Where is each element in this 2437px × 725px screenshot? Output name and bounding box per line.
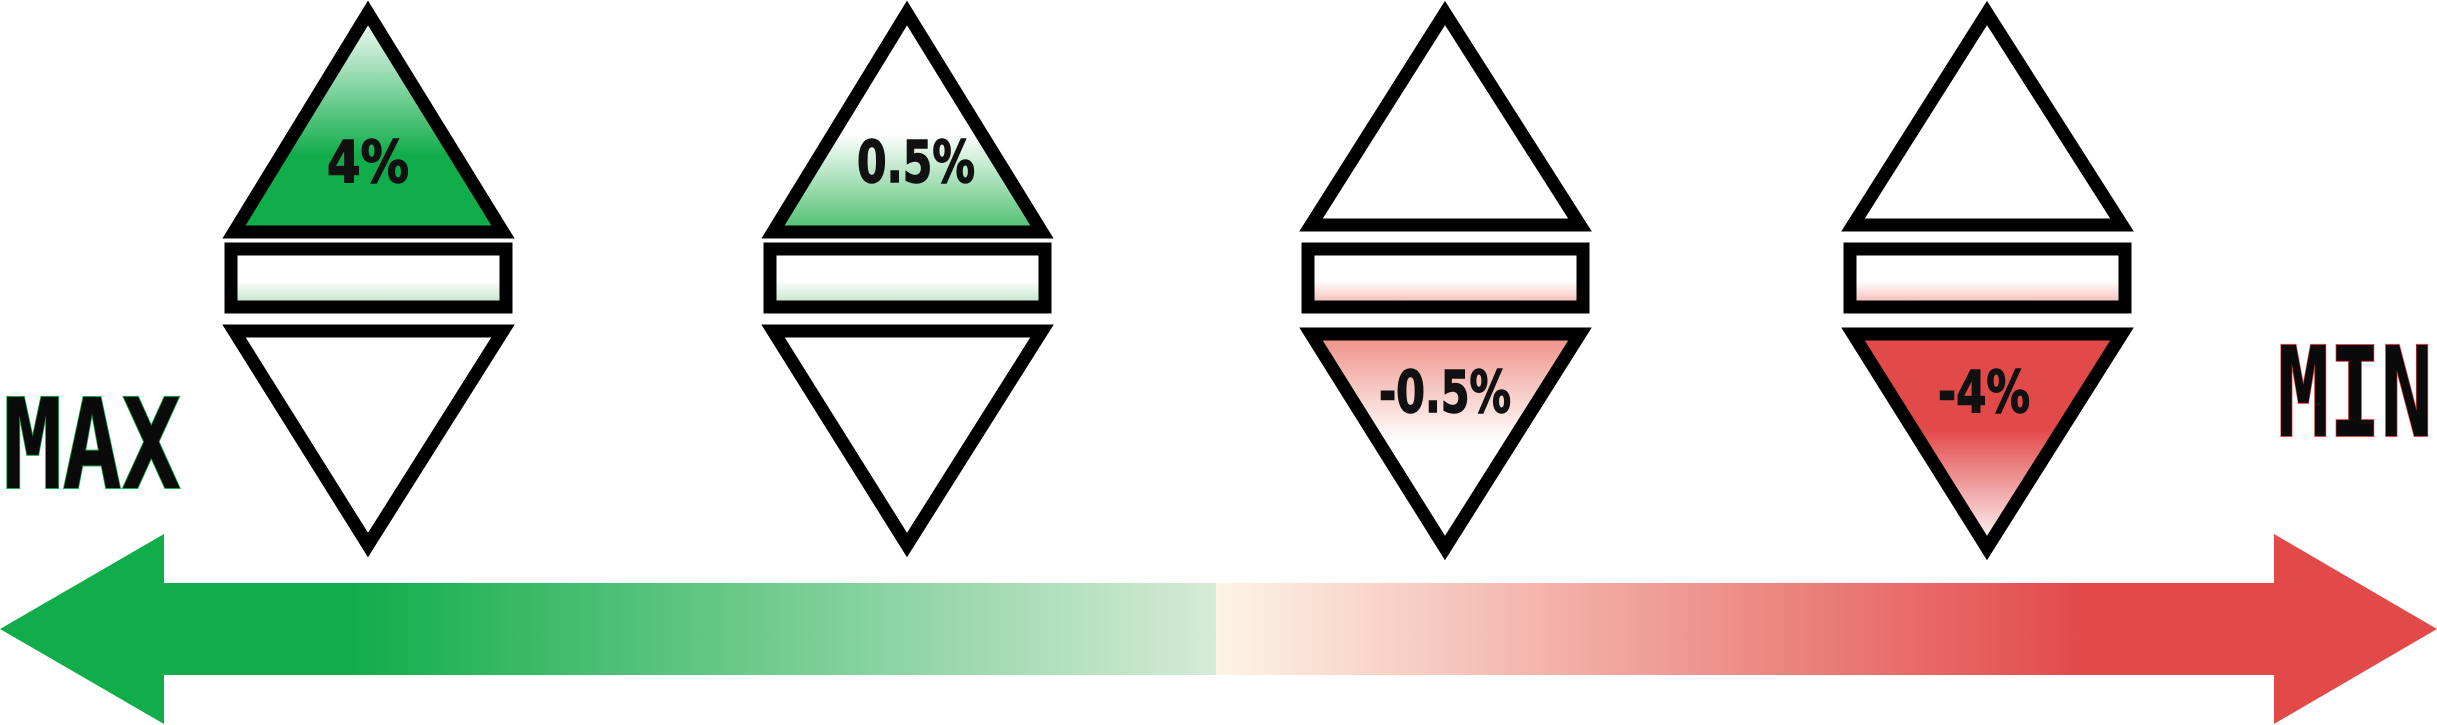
down-triangle-icon bbox=[1841, 327, 2134, 561]
left-arrow-head bbox=[0, 534, 164, 724]
indicator-value: 4% bbox=[327, 128, 409, 196]
up-triangle-icon bbox=[222, 0, 515, 239]
down-triangle-icon bbox=[222, 324, 515, 558]
level-bar bbox=[1301, 242, 1590, 314]
right-arrow-head bbox=[2274, 534, 2437, 724]
min-label: MIN bbox=[2278, 321, 2433, 466]
scale-arrow bbox=[0, 534, 2437, 724]
level-bar bbox=[763, 242, 1052, 314]
indicator-4-percent: 4% bbox=[222, 0, 515, 558]
red-scale-bar bbox=[1216, 583, 2275, 675]
max-label: MAX bbox=[3, 373, 181, 518]
indicator-0-5-percent: 0.5% bbox=[761, 0, 1054, 558]
indicator-minus-0-5-percent: -0.5% bbox=[1299, 0, 1592, 561]
up-triangle-icon bbox=[1841, 0, 2134, 232]
green-scale-bar bbox=[163, 583, 1217, 675]
up-triangle-icon bbox=[761, 0, 1054, 239]
down-triangle-icon bbox=[761, 324, 1054, 558]
indicator-value: -0.5% bbox=[1379, 358, 1511, 426]
level-bar bbox=[1843, 242, 2132, 314]
up-triangle-icon bbox=[1299, 0, 1592, 232]
indicator-value: 0.5% bbox=[857, 128, 975, 196]
indicator-value: -4% bbox=[1938, 358, 2030, 426]
indicator-minus-4-percent: -4% bbox=[1841, 0, 2134, 561]
level-bar bbox=[224, 242, 513, 314]
down-triangle-icon bbox=[1299, 327, 1592, 561]
